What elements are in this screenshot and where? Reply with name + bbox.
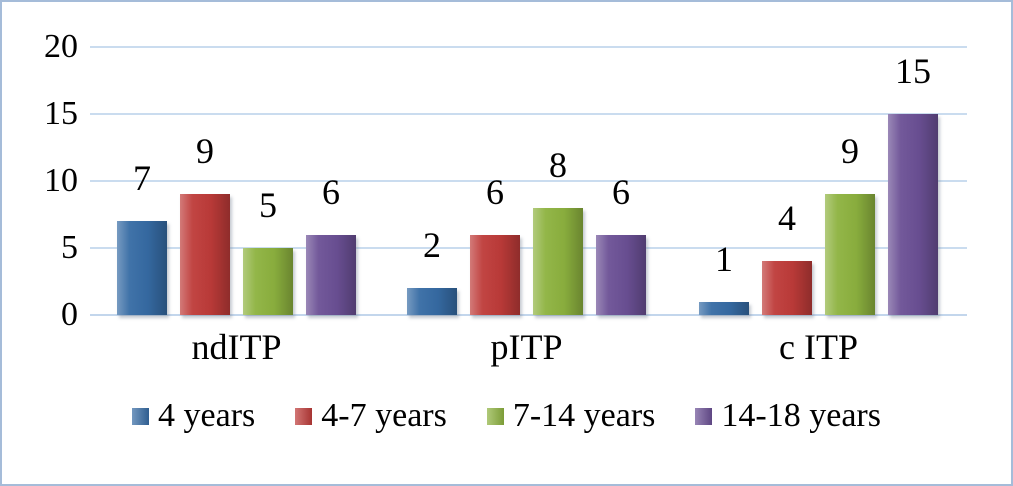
bar bbox=[470, 235, 520, 315]
gridline bbox=[90, 46, 967, 48]
x-axis-category-label: pITP bbox=[490, 327, 563, 367]
bar-value-label: 2 bbox=[423, 225, 441, 265]
x-axis-category-label: c ITP bbox=[779, 327, 858, 367]
y-axis-tick-label: 0 bbox=[61, 296, 78, 333]
gridline bbox=[90, 247, 967, 249]
y-axis-tick-label: 15 bbox=[44, 95, 78, 132]
bar-value-label: 6 bbox=[486, 172, 504, 212]
bar-value-label: 8 bbox=[549, 145, 567, 185]
legend-label: 4-7 years bbox=[321, 397, 447, 434]
legend-item: 14-18 years bbox=[695, 396, 881, 436]
bar-value-label: 9 bbox=[841, 131, 859, 171]
bar-value-label: 9 bbox=[196, 131, 214, 171]
bar bbox=[596, 235, 646, 315]
bar-value-label: 6 bbox=[612, 172, 630, 212]
gridline bbox=[90, 113, 967, 115]
legend-swatch-icon bbox=[486, 407, 504, 425]
legend-label: 7-14 years bbox=[512, 397, 656, 434]
bar bbox=[407, 288, 457, 315]
bar-value-label: 6 bbox=[322, 172, 340, 212]
bar bbox=[762, 261, 812, 315]
bar-value-label: 4 bbox=[778, 198, 796, 238]
bar-value-label: 1 bbox=[715, 239, 733, 279]
y-axis-tick-label: 20 bbox=[44, 28, 78, 65]
bar-value-label: 15 bbox=[895, 51, 931, 91]
bar bbox=[888, 114, 938, 315]
legend-item: 4-7 years bbox=[295, 396, 447, 436]
bar-value-label: 5 bbox=[259, 185, 277, 225]
gridline bbox=[90, 180, 967, 182]
bar bbox=[533, 208, 583, 315]
x-axis-baseline bbox=[90, 314, 967, 316]
legend-label: 4 years bbox=[158, 397, 256, 434]
bar bbox=[306, 235, 356, 315]
legend-swatch-icon bbox=[132, 407, 150, 425]
bar bbox=[243, 248, 293, 315]
legend-item: 7-14 years bbox=[486, 396, 656, 436]
bar-value-label: 7 bbox=[133, 158, 151, 198]
legend-swatch-icon bbox=[295, 407, 313, 425]
bar bbox=[825, 194, 875, 315]
legend-swatch-icon bbox=[695, 407, 713, 425]
y-axis-tick-label: 10 bbox=[44, 162, 78, 199]
bar bbox=[117, 221, 167, 315]
bar bbox=[180, 194, 230, 315]
legend-label: 14-18 years bbox=[721, 397, 881, 434]
y-axis-tick-label: 5 bbox=[61, 229, 78, 266]
legend-item: 4 years bbox=[132, 396, 255, 436]
bar bbox=[699, 302, 749, 315]
x-axis-category-label: ndITP bbox=[191, 327, 282, 367]
legend: 4 years 4-7 years 7-14 years 14-18 years bbox=[2, 396, 1011, 436]
